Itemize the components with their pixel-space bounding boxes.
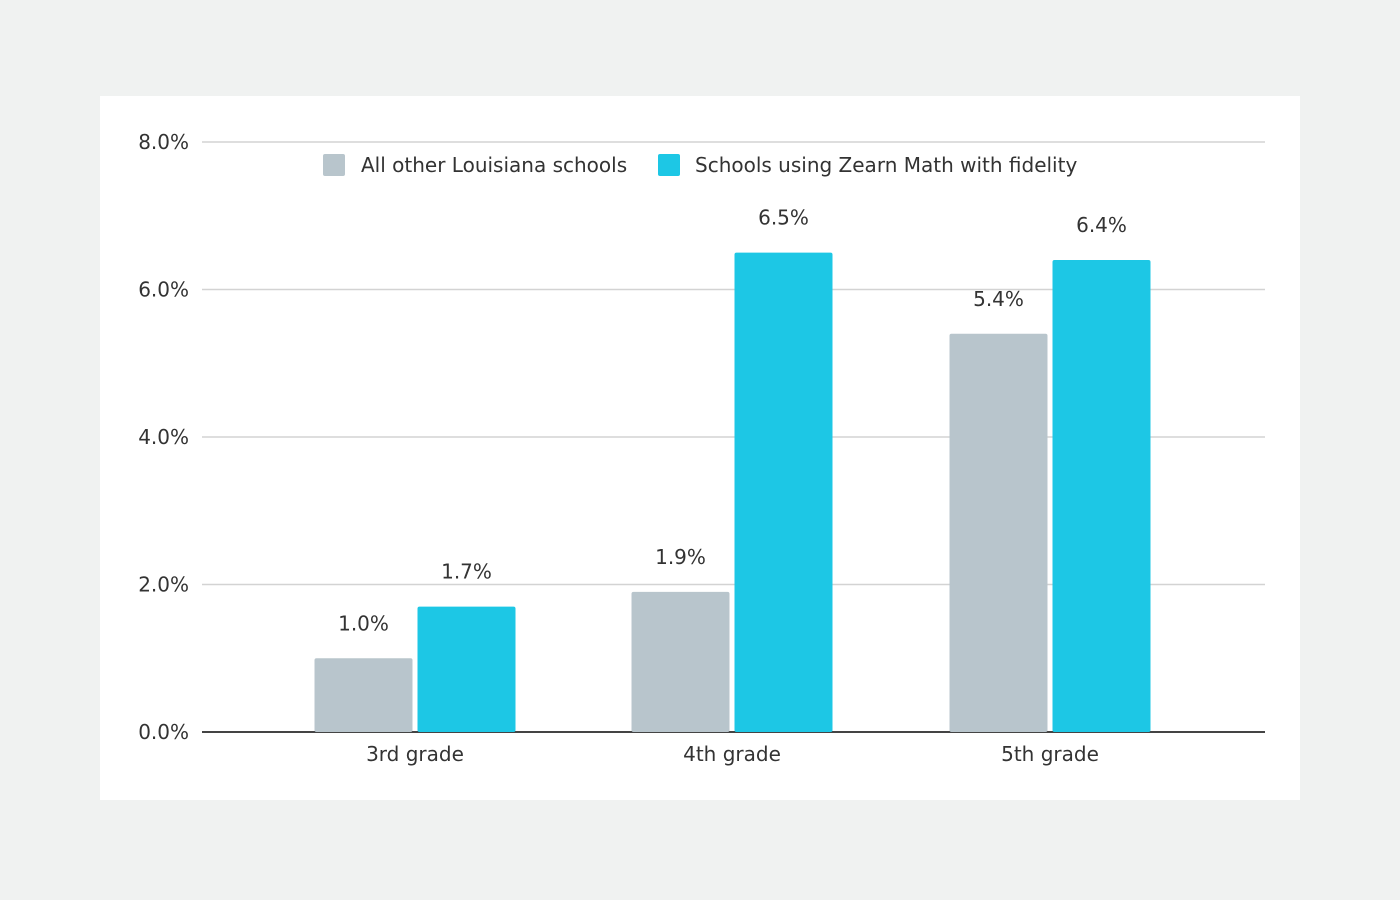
data-label: 1.7%: [441, 560, 492, 584]
bar-chart: 0.0% 2.0% 4.0% 6.0% 8.0% 1.0% 1.7% 1.9% 6.5% 5.4…: [138, 130, 1265, 766]
bar-louisiana-3: [314, 658, 413, 732]
bar-louisiana-5: [949, 333, 1048, 732]
bars: [314, 252, 1151, 732]
y-tick-label: 8.0%: [138, 130, 189, 154]
x-tick-label: 4th grade: [683, 742, 781, 766]
data-label: 6.5%: [758, 206, 809, 230]
chart-card: 0.0% 2.0% 4.0% 6.0% 8.0% 1.0% 1.7% 1.9% 6.5% 5.4…: [100, 96, 1300, 800]
data-label: 6.4%: [1076, 213, 1127, 237]
data-labels: 1.0% 1.7% 1.9% 6.5% 5.4% 6.4%: [338, 206, 1127, 636]
x-tick-label: 5th grade: [1001, 742, 1099, 766]
bar-zearn-5: [1052, 260, 1151, 732]
legend-label: Schools using Zearn Math with fidelity: [695, 153, 1077, 177]
legend-swatch: [323, 154, 345, 176]
y-axis-ticks: 0.0% 2.0% 4.0% 6.0% 8.0%: [138, 130, 189, 744]
legend-swatch: [658, 154, 680, 176]
y-tick-label: 4.0%: [138, 425, 189, 449]
bar-louisiana-4: [631, 591, 730, 732]
data-label: 1.0%: [338, 611, 389, 635]
y-tick-label: 2.0%: [138, 573, 189, 597]
data-label: 5.4%: [973, 287, 1024, 311]
y-tick-label: 6.0%: [138, 278, 189, 302]
x-axis-ticks: 3rd grade 4th grade 5th grade: [366, 742, 1099, 766]
legend-label: All other Louisiana schools: [361, 153, 627, 177]
data-label: 1.9%: [655, 545, 706, 569]
y-tick-label: 0.0%: [138, 720, 189, 744]
legend: All other Louisiana schools Schools using…: [323, 153, 1077, 177]
bar-zearn-3: [417, 606, 516, 732]
x-tick-label: 3rd grade: [366, 742, 464, 766]
bar-zearn-4: [734, 252, 833, 732]
